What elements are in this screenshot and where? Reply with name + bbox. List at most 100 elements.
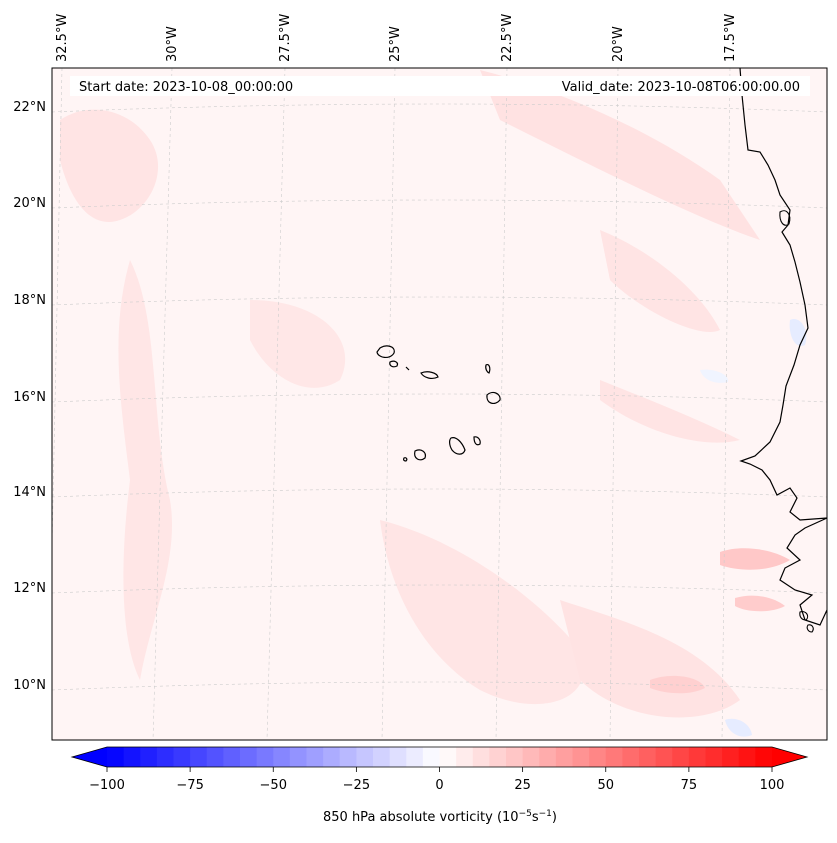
colorbar-cell (705, 747, 723, 767)
longitude-label: 32.5°W (55, 14, 70, 62)
colorbar-cell (639, 747, 657, 767)
parallel-line (52, 488, 827, 498)
colorbar-cell (140, 747, 158, 767)
island-fogo (414, 449, 426, 461)
longitude-label: 27.5°W (278, 14, 293, 62)
colorbar-cell (572, 747, 590, 767)
meridian-line (721, 68, 731, 740)
island-sao-nicolau (420, 371, 439, 379)
meridian-line (152, 68, 173, 740)
island-sal (485, 363, 491, 374)
parallel-line (52, 681, 827, 691)
graticule (52, 68, 827, 740)
colorbar-cell (107, 747, 125, 767)
meridian-line (52, 68, 63, 563)
parallel-line (52, 584, 827, 594)
colorbar-cell (489, 747, 507, 767)
vorticity-patch (480, 70, 760, 240)
colorbar-tick-label: −50 (260, 778, 287, 793)
colorbar-cell (223, 747, 241, 767)
map-frame (51, 67, 828, 741)
colorbar-extend-low (72, 747, 107, 767)
vorticity-patch (118, 260, 173, 680)
colorbar-cell (539, 747, 557, 767)
header-band (70, 76, 810, 96)
colorbar-cell (339, 747, 357, 767)
vorticity-patch (700, 369, 729, 383)
latitude-label: 18°N (13, 293, 46, 308)
colorbar-cell (389, 747, 407, 767)
island-boa-vista (486, 391, 501, 405)
colorbar-cells (107, 747, 773, 767)
island-santa-luzia (405, 366, 410, 371)
colorbar-tick-label: 25 (514, 778, 531, 793)
latitude-labels: 22°N 20°N 18°N 16°N 14°N 12°N 10°N (13, 100, 46, 693)
island-maio (473, 436, 481, 446)
colorbar-cell (156, 747, 174, 767)
latitude-label: 22°N (13, 100, 46, 115)
vorticity-patch (725, 718, 752, 737)
longitude-label: 30°W (165, 26, 180, 62)
vorticity-patch (600, 230, 720, 332)
colorbar-cell (672, 747, 690, 767)
colorbar-cell (655, 747, 673, 767)
colorbar-cell (688, 747, 706, 767)
colorbar-cell (755, 747, 773, 767)
colorbar-cell (605, 747, 623, 767)
parallel-line (52, 103, 827, 113)
vorticity-patch (250, 300, 346, 388)
coastal-island (779, 210, 791, 226)
colorbar-cell (289, 747, 307, 767)
coastal-island (799, 611, 809, 621)
latitude-label: 16°N (13, 390, 46, 405)
colorbar-cell (555, 747, 573, 767)
coastal-island (806, 624, 814, 633)
longitude-label: 22.5°W (500, 14, 515, 62)
island-sao-vicente (389, 360, 399, 368)
colorbar-cell (589, 747, 607, 767)
colorbar-cell (738, 747, 756, 767)
coastlines (376, 68, 827, 633)
vorticity-patch (600, 380, 740, 443)
colorbar-cell (456, 747, 474, 767)
longitude-labels: 32.5°W 30°W 27.5°W 25°W 22.5°W 20°W 17.5°W (55, 14, 738, 62)
start-date-label: Start date: 2023-10-08_00:00:00 (79, 80, 293, 95)
colorbar-tick-label: −25 (343, 778, 370, 793)
colorbar-cell (273, 747, 291, 767)
island-brava (403, 457, 408, 462)
longitude-label: 17.5°W (723, 14, 738, 62)
colorbar-cell (123, 747, 141, 767)
colorbar-cell (506, 747, 524, 767)
colorbar-cell (406, 747, 424, 767)
map-panel: Start date: 2023-10-08_00:00:00 Valid_da… (51, 67, 828, 741)
meridian-line (495, 68, 508, 740)
colorbar-tick-label: 50 (597, 778, 614, 793)
parallel-line (52, 393, 827, 403)
colorbar-cell (206, 747, 224, 767)
meridian-line (609, 68, 619, 740)
vorticity-patch (650, 675, 705, 694)
colorbar-cell (190, 747, 208, 767)
meridian-line (266, 68, 286, 740)
colorbar-tick-label: 75 (681, 778, 698, 793)
colorbar-cell (256, 747, 274, 767)
parallel-line (52, 199, 827, 209)
vorticity-field (60, 70, 807, 737)
colorbar-cell (323, 747, 341, 767)
vorticity-patch (735, 595, 785, 612)
colorbar-tick-label: −100 (89, 778, 125, 793)
colorbar-tick-label: −75 (176, 778, 203, 793)
latitude-label: 10°N (13, 678, 46, 693)
colorbar-tick-label: 100 (760, 778, 785, 793)
colorbar-cell (356, 747, 374, 767)
colorbar-cell (373, 747, 391, 767)
parallel-line (52, 296, 827, 306)
colorbar-cell (439, 747, 457, 767)
latitude-label: 20°N (13, 196, 46, 211)
island-santiago (449, 437, 466, 455)
colorbar-cell (240, 747, 258, 767)
colorbar-ticks: −100 −75 −50 −25 0 25 50 75 100 (89, 767, 784, 793)
vorticity-patch (380, 520, 584, 705)
